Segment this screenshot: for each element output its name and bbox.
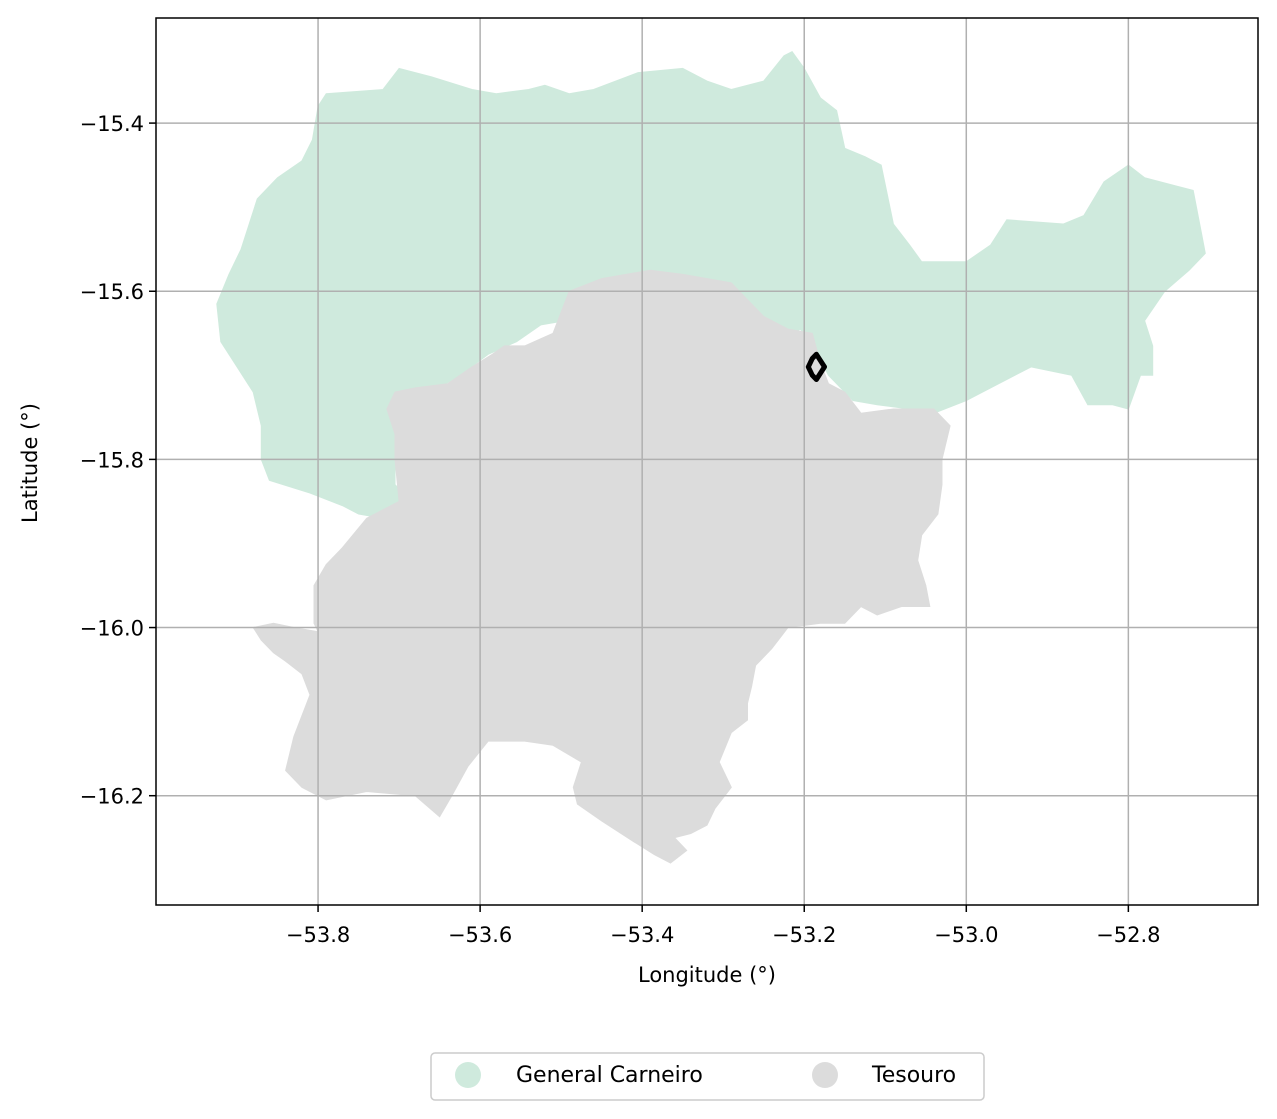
gridlines — [156, 18, 1258, 905]
y-axis-label: Latitude (°) — [18, 403, 42, 523]
plot-area — [155, 17, 1259, 906]
legend-frame — [430, 1052, 985, 1101]
x-tick-label: −53.8 — [286, 923, 350, 947]
legend-label-tesouro: Tesouro — [871, 1063, 956, 1088]
legend-swatch-general-carneiro — [455, 1062, 481, 1088]
y-tick-label: −15.6 — [80, 280, 144, 304]
marker-layer — [805, 351, 827, 382]
y-tick-label: −15.4 — [80, 112, 144, 136]
x-axis-ticks: −53.8 −53.6 −53.4 −53.2 −53.0 −52.8 — [286, 905, 1161, 947]
y-tick-label: −16.2 — [80, 785, 144, 809]
x-axis-label: Longitude (°) — [638, 963, 776, 987]
x-tick-label: −53.6 — [448, 923, 512, 947]
y-axis-ticks: −15.4 −15.6 −15.8 −16.0 −16.2 — [80, 112, 156, 809]
legend-swatch-tesouro — [812, 1062, 838, 1088]
location-marker — [805, 351, 827, 382]
x-tick-label: −53.0 — [934, 923, 998, 947]
region-layer — [216, 50, 1206, 864]
y-tick-label: −16.0 — [80, 617, 144, 641]
legend-label-general-carneiro: General Carneiro — [516, 1063, 703, 1088]
axes-frame — [155, 17, 1259, 906]
x-tick-label: −52.8 — [1096, 923, 1160, 947]
y-tick-label: −15.8 — [80, 448, 144, 472]
x-tick-label: −53.4 — [610, 923, 674, 947]
x-tick-label: −53.2 — [772, 923, 836, 947]
legend: General Carneiro Tesouro — [430, 1052, 985, 1101]
region-tesouro — [252, 269, 951, 864]
